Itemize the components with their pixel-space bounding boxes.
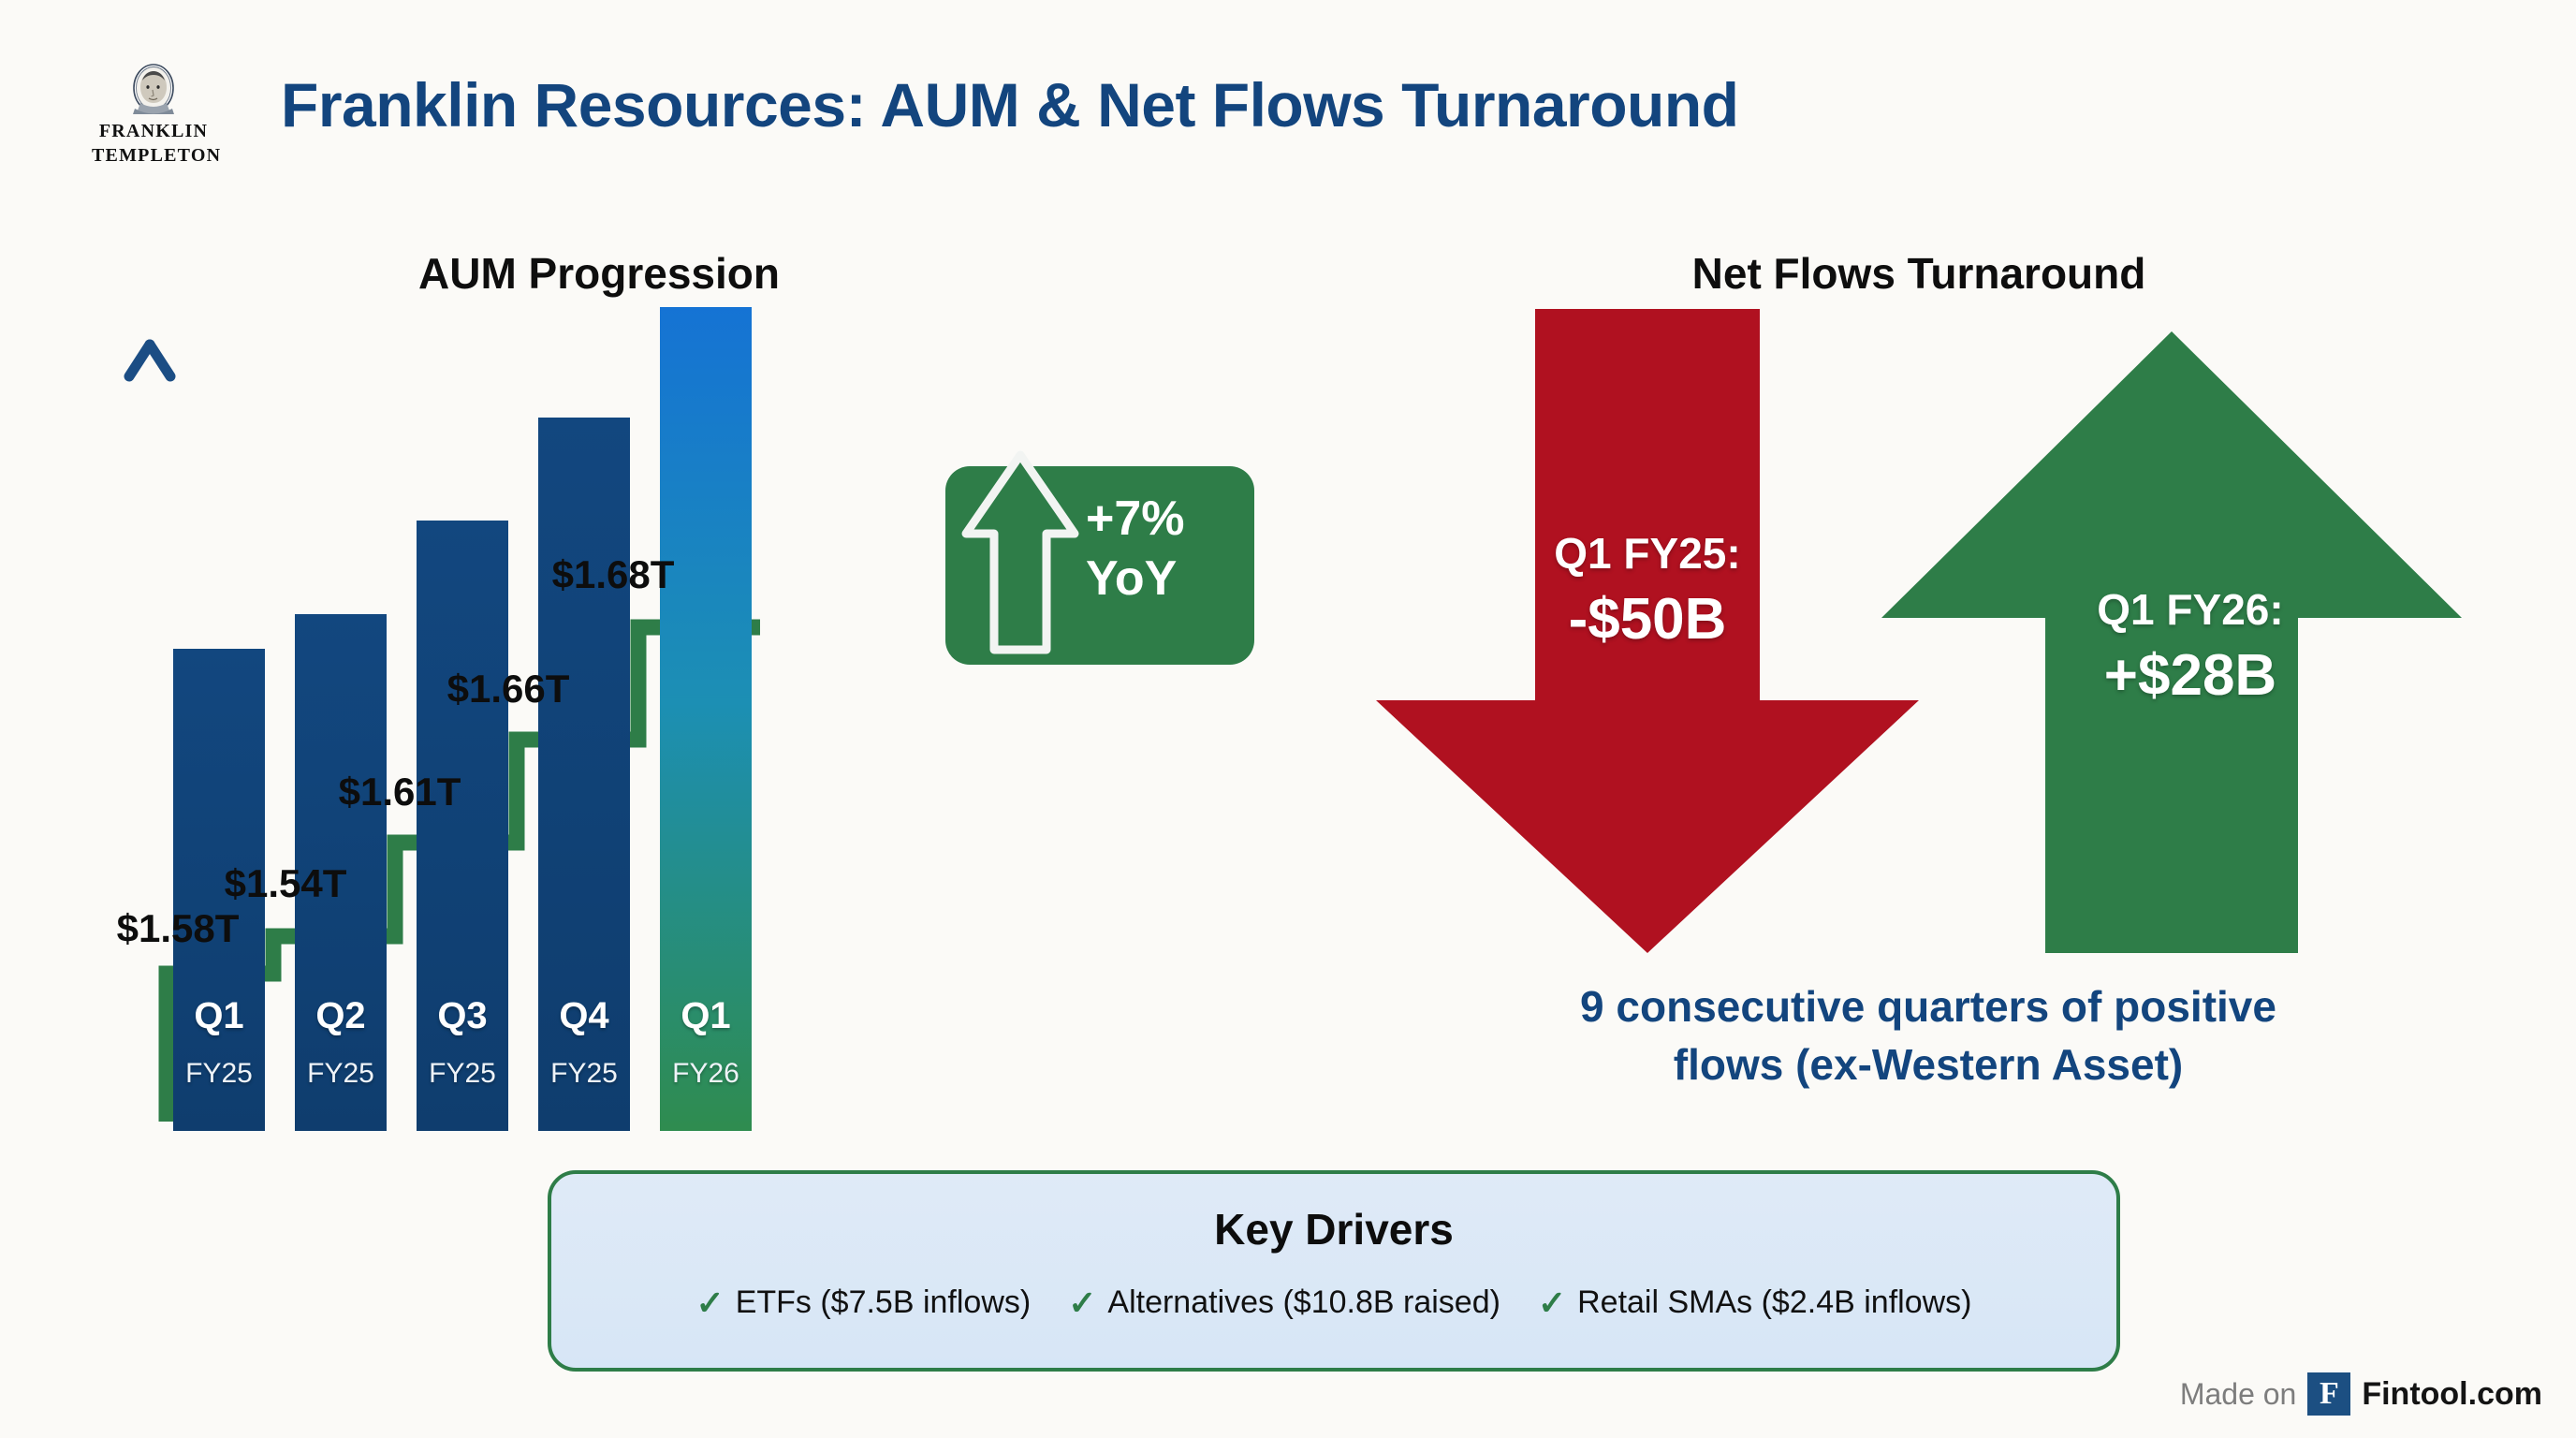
bar-fy-label: FY25 (429, 1058, 496, 1089)
key-drivers-title: Key Drivers (1214, 1205, 1454, 1254)
fintool-attribution[interactable]: Made on F Fintool.com (2180, 1372, 2542, 1416)
value-label-q1-fy26: $1.68T (551, 552, 675, 596)
logo-wordmark: FRANKLIN TEMPLETON (92, 120, 222, 168)
value-label-q2-fy25: $1.54T (224, 861, 347, 905)
outflow-caption: Q1 FY25: -$50B (1390, 526, 1905, 656)
bar-quarter-label: Q1 (194, 995, 244, 1036)
flows-footnote: 9 consecutive quarters of positive flows… (1367, 978, 2490, 1093)
value-label-q4-fy25: $1.66T (446, 667, 570, 711)
logo-line-templeton: TEMPLETON (92, 144, 222, 166)
bar-quarter-label: Q1 (681, 995, 731, 1036)
franklin-templeton-logo: FRANKLIN TEMPLETON (92, 62, 222, 172)
bar-fy-label: FY25 (185, 1058, 253, 1089)
key-driver-item-alternatives: ✓ Alternatives ($10.8B raised) (1068, 1284, 1500, 1321)
outflow-amount: -$50B (1568, 586, 1727, 652)
key-driver-label: Alternatives ($10.8B raised) (1107, 1284, 1500, 1320)
check-icon: ✓ (1537, 1283, 1567, 1322)
key-driver-label: ETFs ($7.5B inflows) (735, 1284, 1032, 1320)
aum-panel-heading: AUM Progression (418, 249, 780, 298)
y-axis-arrow-icon (124, 339, 176, 1137)
yoy-percent: +7% (1086, 492, 1185, 546)
value-label-q1-fy25: $1.58T (116, 906, 240, 950)
key-drivers-list: ✓ ETFs ($7.5B inflows) ✓ Alternatives ($… (551, 1284, 2116, 1321)
bar-quarter-label: Q3 (437, 995, 488, 1036)
inflow-caption: Q1 FY26: +$28B (1928, 582, 2452, 712)
key-driver-label: Retail SMAs ($2.4B inflows) (1577, 1284, 1972, 1320)
flows-panel-heading: Net Flows Turnaround (1691, 249, 2146, 298)
bar-quarter-label: Q2 (315, 995, 366, 1036)
value-label-q3-fy25: $1.61T (338, 770, 461, 814)
bar-q2-fy25[interactable]: Q2 FY25 (295, 614, 387, 1131)
flows-footnote-line1: 9 consecutive quarters of positive (1580, 982, 2276, 1031)
yoy-period: YoY (1086, 551, 1178, 607)
yoy-badge-text: +7% YoY (1086, 489, 1247, 609)
key-driver-item-retail-smas: ✓ Retail SMAs ($2.4B inflows) (1538, 1284, 1972, 1321)
bar-q1-fy26[interactable]: Q1 FY26 (660, 307, 752, 1131)
inflow-amount: +$28B (2103, 642, 2277, 708)
fintool-name-label: Fintool.com (2362, 1375, 2542, 1412)
bar-fy-label: FY25 (307, 1058, 374, 1089)
bar-fy-label: FY26 (672, 1058, 739, 1089)
outflow-period: Q1 FY25: (1554, 529, 1741, 578)
net-flows-visual: Q1 FY25: -$50B Q1 FY26: +$28B (1367, 309, 2490, 955)
aum-bar-chart: Q1 FY25 Q2 FY25 Q3 FY25 Q4 FY25 Q1 FY26 … (94, 307, 1123, 1152)
down-arrow-icon[interactable] (1367, 309, 1928, 955)
fintool-logo-icon: F (2307, 1372, 2351, 1416)
key-driver-item-etfs: ✓ ETFs ($7.5B inflows) (696, 1284, 1032, 1321)
bar-q3-fy25[interactable]: Q3 FY25 (417, 521, 508, 1131)
check-icon: ✓ (695, 1283, 724, 1322)
key-drivers-panel: Key Drivers ✓ ETFs ($7.5B inflows) ✓ Alt… (548, 1170, 2120, 1372)
up-arrow-icon (961, 450, 1079, 654)
made-on-label: Made on (2179, 1376, 2297, 1411)
up-arrow-icon-large[interactable] (1872, 309, 2471, 955)
page-title: Franklin Resources: AUM & Net Flows Turn… (281, 70, 1739, 139)
bar-q1-fy25[interactable]: Q1 FY25 (173, 649, 265, 1131)
yoy-growth-badge[interactable]: +7% YoY (945, 450, 1254, 665)
bar-q4-fy25[interactable]: Q4 FY25 (538, 418, 630, 1131)
bar-fy-label: FY25 (550, 1058, 618, 1089)
flows-footnote-line2: flows (ex-Western Asset) (1673, 1039, 2184, 1089)
franklin-portrait-icon (133, 64, 174, 114)
inflow-period: Q1 FY26: (2097, 585, 2284, 634)
logo-line-franklin: FRANKLIN (98, 121, 209, 141)
bar-quarter-label: Q4 (559, 995, 609, 1036)
check-icon: ✓ (1068, 1283, 1097, 1322)
